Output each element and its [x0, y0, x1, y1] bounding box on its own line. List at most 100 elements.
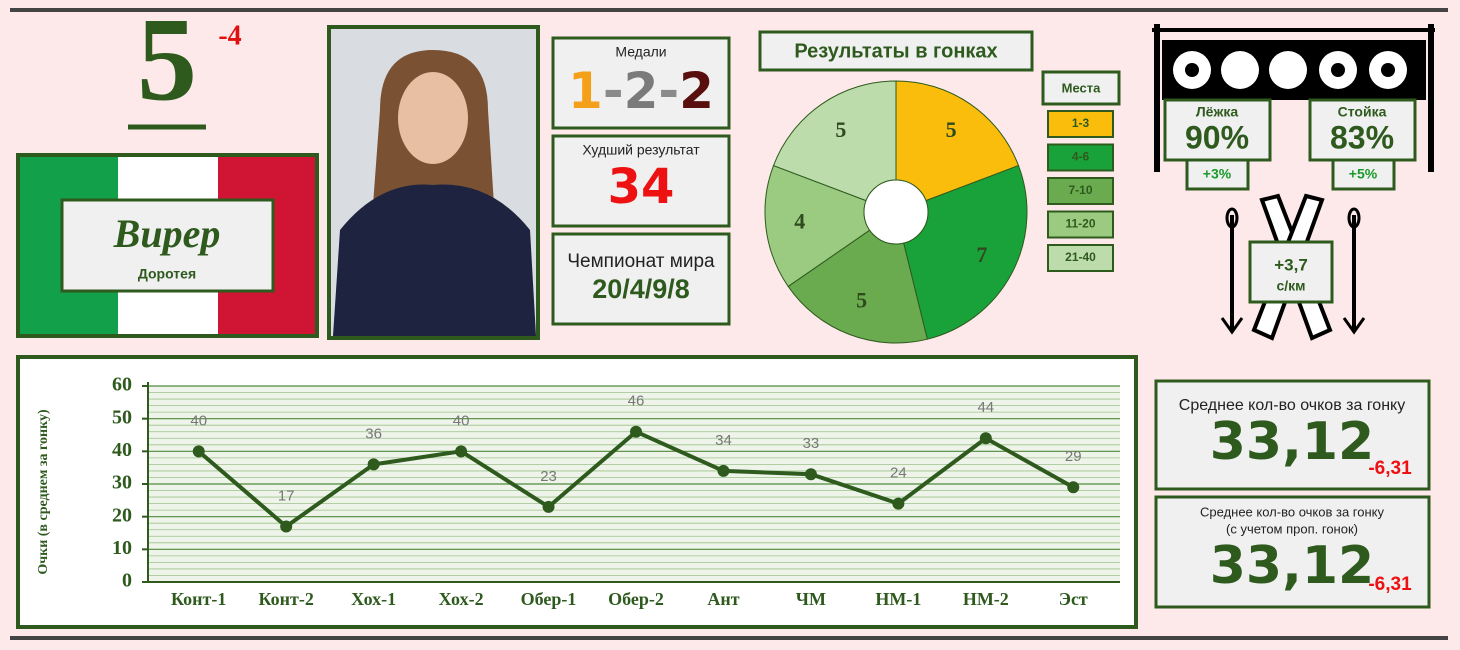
- standing-label: Стойка: [1338, 104, 1387, 120]
- y-tick-label: 0: [122, 570, 132, 592]
- post-right: [1428, 24, 1434, 172]
- y-tick-label: 10: [112, 537, 132, 559]
- legend-swatch: [1047, 110, 1114, 138]
- line-point: [280, 520, 293, 533]
- data-label: 36: [365, 425, 382, 442]
- rank-change: -4: [218, 20, 241, 51]
- legend-label: 4-6: [1072, 150, 1090, 164]
- x-tick-label: Хох-2: [439, 589, 484, 609]
- data-label: 40: [453, 412, 470, 429]
- speed-card: [1248, 240, 1334, 304]
- x-tick-label: Ант: [707, 589, 739, 609]
- x-tick-label: Обер-1: [521, 589, 577, 609]
- line-point: [892, 497, 905, 510]
- first-name: Доротея: [138, 266, 196, 282]
- prone-change-card: [1185, 158, 1250, 191]
- target-dot: [1185, 63, 1199, 77]
- data-label: 33: [803, 435, 820, 452]
- prone-label: Лёжка: [1196, 104, 1239, 120]
- line-point: [542, 500, 555, 513]
- target-graphic: [1152, 24, 1435, 172]
- post-left: [1154, 24, 1160, 172]
- data-label: 29: [1065, 448, 1082, 465]
- average-value: 33,12: [1210, 412, 1374, 472]
- flag-border: [16, 153, 319, 338]
- average-label: Среднее кол-во очков за гонку: [1179, 397, 1405, 414]
- slice-label: 5: [946, 117, 957, 142]
- separator: -: [658, 62, 679, 120]
- prone-change: +3%: [1203, 166, 1232, 182]
- pie-title-card: [758, 30, 1034, 72]
- gold: 1: [568, 62, 603, 120]
- x-tick-label: Обер-2: [608, 589, 664, 609]
- y-tick-label: 20: [112, 504, 132, 526]
- standing-change-card: [1331, 158, 1396, 191]
- x-tick-label: ЧМ: [796, 589, 826, 609]
- pole-grip: [1347, 207, 1361, 229]
- legend-label: 7-10: [1068, 183, 1092, 197]
- legend-swatch: [1047, 244, 1114, 272]
- separator: -: [603, 62, 624, 120]
- line-point: [192, 445, 205, 458]
- standing-value: 83%: [1330, 119, 1394, 155]
- legend-swatch: [1047, 210, 1114, 239]
- worst-label: Худший результат: [582, 142, 700, 158]
- x-tick-label: Конт-1: [171, 589, 226, 609]
- average-value: 33,12: [1210, 536, 1374, 596]
- x-tick-label: НМ-2: [963, 589, 1009, 609]
- line-point: [630, 425, 642, 438]
- x-tick-label: Эст: [1059, 589, 1088, 609]
- legend-swatch: [1047, 143, 1114, 172]
- medals-label: Медали: [615, 44, 666, 60]
- photo-face: [398, 72, 468, 164]
- average-card: [1154, 379, 1431, 491]
- legend-label: 11-20: [1065, 217, 1095, 231]
- line-point: [455, 445, 468, 458]
- standing-card: [1308, 98, 1417, 162]
- legend-title-card: [1041, 70, 1121, 106]
- target-dot: [1331, 63, 1345, 77]
- x-tick-label: Хох-1: [351, 589, 396, 609]
- average-change: -6,31: [1368, 458, 1412, 479]
- slice-label: 5: [835, 117, 846, 142]
- name-card: [60, 198, 275, 293]
- pole-basket: [1220, 317, 1244, 335]
- rank: 5: [137, 0, 197, 126]
- x-tick-label: НМ-1: [875, 589, 921, 609]
- average-label: (с учетом проп. гонок): [1226, 521, 1358, 536]
- data-label: 17: [278, 487, 295, 504]
- line-point: [804, 468, 817, 481]
- data-label: 23: [540, 468, 557, 485]
- y-tick-label: 30: [112, 472, 132, 494]
- y-axis-label: Очки (в среднем за гонку): [36, 409, 51, 575]
- medals-card: [551, 36, 731, 130]
- data-label: 40: [190, 412, 207, 429]
- y-tick-label: 60: [112, 374, 132, 396]
- data-label: 24: [890, 465, 907, 482]
- prone-value: 90%: [1185, 119, 1249, 155]
- slice-label: 5: [856, 288, 867, 313]
- line-point: [1067, 481, 1080, 494]
- legend-swatch: [1047, 177, 1114, 205]
- pole-grip: [1225, 207, 1239, 229]
- legend-label: 21-40: [1065, 250, 1096, 264]
- legend-label: 1-3: [1072, 116, 1090, 130]
- worst-card: [551, 134, 731, 228]
- data-label: 44: [977, 399, 994, 416]
- slice-label: 7: [976, 242, 987, 267]
- average-card: [1154, 495, 1431, 609]
- worst-value: 34: [608, 159, 675, 215]
- slice-label: 4: [794, 209, 805, 234]
- x-tick-label: Конт-2: [258, 589, 313, 609]
- target-miss: [1221, 51, 1259, 89]
- wc-value: 20/4/9/8: [592, 274, 690, 304]
- speed-unit: с/км: [1276, 278, 1305, 294]
- y-tick-label: 50: [112, 406, 132, 428]
- target-dot: [1381, 63, 1395, 77]
- legend-title: Места: [1062, 80, 1101, 95]
- pie-hole: [863, 179, 929, 245]
- target-miss: [1269, 51, 1307, 89]
- pie-title: Результаты в гонках: [794, 40, 997, 62]
- wc-label: Чемпионат мира: [567, 251, 715, 272]
